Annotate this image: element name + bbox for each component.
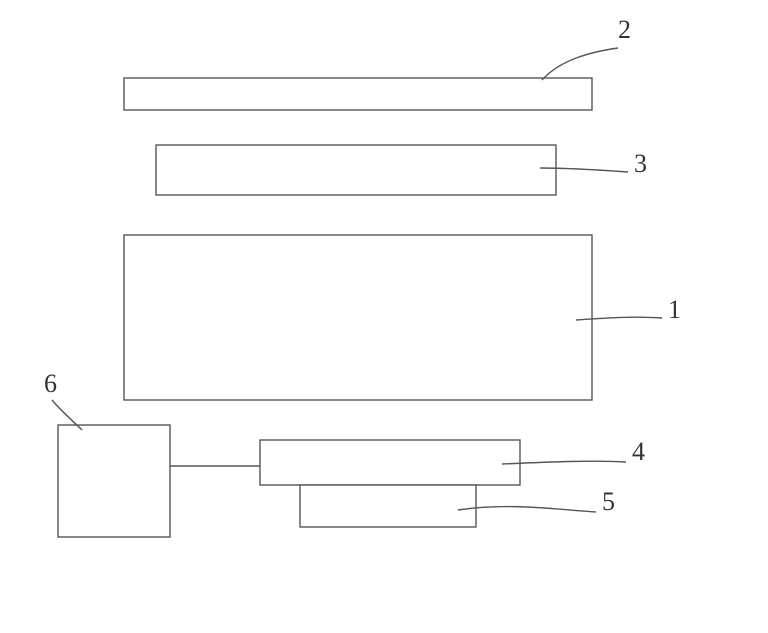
block-b2 bbox=[124, 78, 592, 110]
leader-b2 bbox=[542, 48, 618, 80]
label-b3: 3 bbox=[634, 149, 647, 178]
block-b1 bbox=[124, 235, 592, 400]
block-b5 bbox=[300, 485, 476, 527]
leader-b5 bbox=[458, 507, 596, 512]
block-b4 bbox=[260, 440, 520, 485]
label-b5: 5 bbox=[602, 487, 615, 516]
label-b1: 1 bbox=[668, 295, 681, 324]
block-b6 bbox=[58, 425, 170, 537]
label-b2: 2 bbox=[618, 15, 631, 44]
label-b4: 4 bbox=[632, 437, 645, 466]
block-b3 bbox=[156, 145, 556, 195]
label-b6: 6 bbox=[44, 369, 57, 398]
